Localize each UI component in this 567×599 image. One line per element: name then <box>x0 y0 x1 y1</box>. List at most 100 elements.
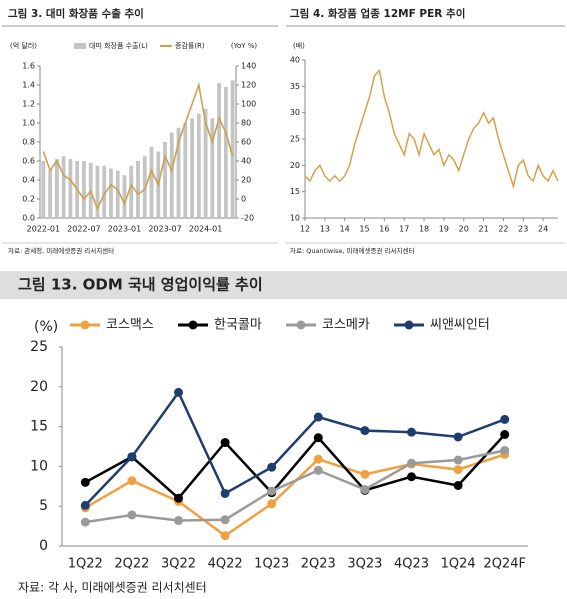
legend-marker <box>80 320 90 330</box>
y2-tick-label: 100 <box>241 100 256 109</box>
bar <box>55 159 59 218</box>
x-tick-label: 4Q23 <box>394 557 429 572</box>
marker <box>80 517 90 527</box>
y-tick-label: 0.6 <box>22 157 35 166</box>
bar <box>82 161 86 218</box>
marker <box>313 412 323 422</box>
bar <box>163 142 167 218</box>
legend-label: 코스맥스 <box>106 318 154 333</box>
marker <box>313 454 323 464</box>
line <box>84 389 506 507</box>
source: 자료: 각 사, 미래에셋증권 리서치센터 <box>18 581 207 595</box>
marker <box>220 515 230 525</box>
bar <box>41 161 46 218</box>
x-tick-label: 1Q24 <box>441 557 476 572</box>
marker <box>453 455 463 465</box>
bar <box>68 159 73 218</box>
bar <box>129 165 134 218</box>
legend-label: 코스메카 <box>322 318 370 333</box>
legend-marker <box>188 320 198 330</box>
y-tick-label: 0.2 <box>22 195 35 204</box>
marker <box>360 469 370 479</box>
line <box>85 449 505 524</box>
bar <box>102 165 107 218</box>
y-tick-label: 15 <box>290 187 300 196</box>
marker <box>500 414 510 424</box>
marker <box>174 387 183 397</box>
y-tick-label: 5 <box>39 498 48 514</box>
marker <box>220 531 230 541</box>
x-tick-label: 4Q22 <box>208 557 243 572</box>
legend-swatch <box>74 43 86 49</box>
bar <box>61 156 66 218</box>
chart-title: 그림 13. ODM 국내 영업이익률 추이 <box>18 276 263 294</box>
bar <box>115 170 120 218</box>
y-axis-label: (배) <box>293 41 305 50</box>
y-tick-label: 0.4 <box>22 176 35 185</box>
x-tick-label: 12 <box>300 225 310 234</box>
bar <box>95 165 100 218</box>
x-tick-label: 2Q24F <box>483 557 526 572</box>
legend-marker <box>404 320 414 330</box>
marker <box>500 430 510 440</box>
y-axis-label: (억 달러) <box>10 41 37 50</box>
y2-tick-label: 20 <box>241 176 251 185</box>
x-tick-label: 14 <box>340 225 350 234</box>
bar <box>122 175 127 218</box>
y-tick-label: 1.2 <box>22 100 35 109</box>
marker <box>267 499 277 509</box>
bar <box>203 108 208 218</box>
x-tick-label: 19 <box>439 225 449 234</box>
x-tick-label: 2Q23 <box>301 557 336 572</box>
legend-label: 대미 화장품 수출(L) <box>89 41 148 50</box>
x-tick-label: 2023-01 <box>108 225 141 234</box>
marker <box>80 500 90 510</box>
y2-tick-label: 80 <box>241 119 251 128</box>
chart-title: 그림 4. 화장품 업종 12MF PER 추이 <box>290 7 465 20</box>
y-tick-label: 40 <box>290 56 300 65</box>
x-tick-label: 2024-01 <box>189 225 222 234</box>
marker <box>174 516 183 526</box>
marker <box>174 493 183 503</box>
marker <box>127 510 137 520</box>
y-tick-label: 10 <box>290 214 300 223</box>
marker <box>127 476 137 486</box>
y-tick-label: 1.6 <box>22 62 35 71</box>
y-tick-label: 20 <box>30 379 48 395</box>
marker <box>453 465 463 475</box>
marker <box>220 488 230 498</box>
x-tick-label: 23 <box>518 225 528 234</box>
marker <box>127 452 137 462</box>
y2-tick-label: -20 <box>241 214 254 223</box>
legend-label: 씨앤씨인터 <box>430 318 490 333</box>
bar <box>169 132 174 218</box>
x-tick-label: 2022-01 <box>27 225 60 234</box>
legend-label: 증감률(R) <box>175 42 205 50</box>
x-tick-label: 2023-07 <box>148 225 181 234</box>
y-tick-label: 1.4 <box>22 81 35 90</box>
bar <box>109 168 113 218</box>
x-tick-label: 3Q23 <box>347 557 382 572</box>
bar <box>183 123 188 218</box>
x-tick-label: 1Q22 <box>68 557 103 572</box>
bar <box>136 161 140 218</box>
legend-label: 한국콜마 <box>214 318 262 333</box>
marker <box>313 433 323 443</box>
y-tick-label: 0.0 <box>22 214 35 223</box>
line <box>84 433 506 500</box>
x-tick-label: 16 <box>379 225 389 234</box>
x-tick-label: 1Q23 <box>254 557 289 572</box>
line <box>304 68 559 190</box>
legend-marker <box>296 320 306 330</box>
y-tick-label: 25 <box>30 339 48 355</box>
title-band <box>0 271 567 299</box>
y-tick-label: 1.0 <box>22 119 35 128</box>
y-tick-label: 10 <box>30 458 48 474</box>
x-tick-label: 24 <box>538 225 548 234</box>
y-tick-label: 25 <box>290 135 300 144</box>
marker <box>407 472 416 482</box>
y2-tick-label: 120 <box>241 81 256 90</box>
bar <box>196 113 201 218</box>
marker <box>453 481 463 491</box>
